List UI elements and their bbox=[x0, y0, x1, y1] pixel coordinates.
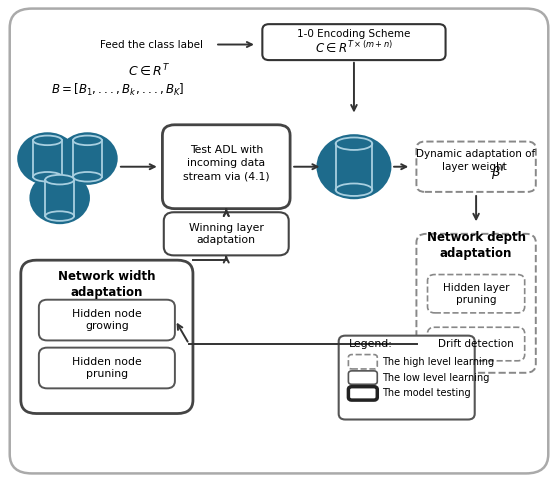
FancyBboxPatch shape bbox=[348, 355, 377, 369]
Text: Hidden node
growing: Hidden node growing bbox=[72, 309, 142, 331]
Text: 1-0 Encoding Scheme: 1-0 Encoding Scheme bbox=[297, 29, 411, 39]
Text: Test ADL with
incoming data
stream via (4.1): Test ADL with incoming data stream via (… bbox=[183, 145, 270, 182]
Polygon shape bbox=[45, 180, 74, 216]
Ellipse shape bbox=[33, 172, 62, 182]
Text: $B = [B_1, ..., B_k, ..., B_K]$: $B = [B_1, ..., B_k, ..., B_K]$ bbox=[51, 82, 185, 98]
Ellipse shape bbox=[335, 137, 372, 150]
Text: Network depth
adaptation: Network depth adaptation bbox=[427, 231, 526, 260]
Circle shape bbox=[18, 134, 76, 184]
Text: The low level learning: The low level learning bbox=[382, 373, 489, 383]
FancyBboxPatch shape bbox=[39, 348, 175, 388]
FancyBboxPatch shape bbox=[9, 9, 549, 473]
FancyBboxPatch shape bbox=[339, 335, 475, 419]
FancyBboxPatch shape bbox=[416, 234, 536, 373]
Circle shape bbox=[318, 135, 390, 198]
Text: The high level learning: The high level learning bbox=[382, 357, 494, 367]
FancyBboxPatch shape bbox=[348, 387, 377, 400]
Ellipse shape bbox=[73, 135, 102, 145]
Text: $C \in R^{T\times(m+n)}$: $C \in R^{T\times(m+n)}$ bbox=[315, 40, 393, 56]
Circle shape bbox=[31, 173, 89, 223]
Ellipse shape bbox=[73, 172, 102, 182]
Text: Legend:: Legend: bbox=[348, 339, 392, 349]
FancyBboxPatch shape bbox=[427, 275, 525, 313]
Text: The model testing: The model testing bbox=[382, 388, 470, 399]
Text: Hidden node
pruning: Hidden node pruning bbox=[72, 357, 142, 379]
Circle shape bbox=[59, 134, 116, 184]
Text: Drift detection: Drift detection bbox=[438, 339, 514, 349]
Ellipse shape bbox=[33, 135, 62, 145]
Text: $C \in R^T$: $C \in R^T$ bbox=[128, 63, 170, 79]
FancyBboxPatch shape bbox=[21, 260, 193, 414]
Ellipse shape bbox=[335, 184, 372, 196]
Text: Winning layer
adaptation: Winning layer adaptation bbox=[189, 223, 264, 245]
Polygon shape bbox=[335, 144, 372, 190]
FancyBboxPatch shape bbox=[164, 212, 288, 255]
FancyBboxPatch shape bbox=[39, 300, 175, 340]
FancyBboxPatch shape bbox=[427, 327, 525, 361]
Polygon shape bbox=[73, 140, 102, 177]
FancyBboxPatch shape bbox=[262, 24, 446, 60]
Text: Feed the class label: Feed the class label bbox=[100, 40, 203, 50]
FancyBboxPatch shape bbox=[348, 371, 377, 384]
Text: Dynamic adaptation of
layer weight: Dynamic adaptation of layer weight bbox=[416, 149, 536, 172]
Polygon shape bbox=[33, 140, 62, 177]
Ellipse shape bbox=[45, 175, 74, 185]
Ellipse shape bbox=[45, 211, 74, 221]
Text: Network width
adaptation: Network width adaptation bbox=[58, 269, 156, 299]
Text: $\beta^l$: $\beta^l$ bbox=[491, 163, 506, 182]
FancyBboxPatch shape bbox=[162, 125, 290, 209]
Text: Hidden layer
pruning: Hidden layer pruning bbox=[443, 282, 509, 305]
FancyBboxPatch shape bbox=[416, 142, 536, 192]
